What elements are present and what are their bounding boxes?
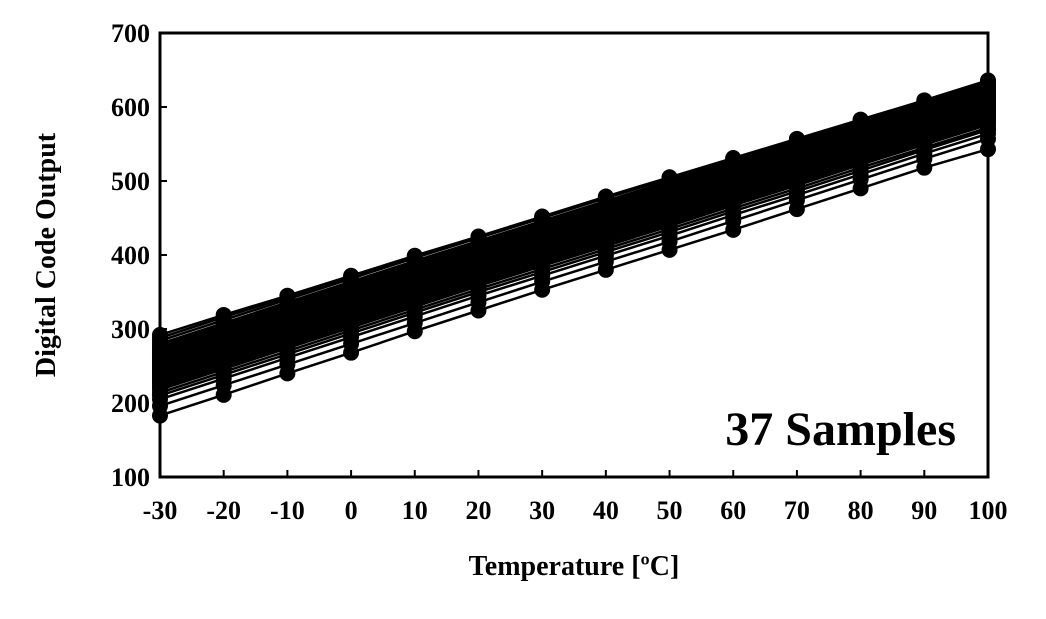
data-point (343, 267, 360, 284)
series-line (159, 113, 989, 381)
series-line (159, 119, 989, 387)
series-line (159, 102, 989, 369)
series-line (159, 79, 989, 337)
series-line (159, 98, 989, 365)
series-line (159, 99, 989, 366)
series-2 (152, 130, 996, 414)
x-tick-label: 30 (529, 496, 555, 525)
x-tick-label: 20 (465, 496, 491, 525)
series-line (159, 84, 989, 348)
series-line (159, 132, 989, 401)
y-tick-label: 200 (111, 389, 150, 418)
series-1 (152, 141, 996, 424)
x-tick-label: 50 (657, 496, 683, 525)
series-line (159, 105, 989, 372)
series-line (159, 137, 989, 408)
series-line (159, 110, 989, 378)
data-point (725, 150, 742, 167)
series-line (159, 92, 989, 359)
data-point (406, 247, 423, 264)
series-line (159, 93, 989, 360)
x-tick-label: 100 (969, 496, 1008, 525)
series-line (159, 116, 989, 385)
data-point (597, 188, 614, 205)
series-line (159, 101, 989, 368)
data-point (470, 228, 487, 245)
series-line (159, 89, 989, 356)
x-tick-label: 10 (402, 496, 428, 525)
series-line (159, 121, 989, 389)
data-point (279, 287, 296, 304)
series-line (159, 88, 989, 354)
y-tick-label: 600 (111, 93, 150, 122)
y-tick-label: 100 (111, 463, 150, 492)
y-axis-title: Digital Code Output (31, 132, 62, 377)
x-axis-title: Temperature [ºC] (469, 551, 680, 582)
data-point (788, 130, 805, 147)
series-line (159, 91, 989, 357)
data-point (916, 92, 933, 109)
series-line (159, 85, 989, 351)
series-line (159, 108, 989, 375)
x-tick-label: -30 (143, 496, 178, 525)
series-line (159, 114, 989, 382)
series-line (159, 128, 989, 397)
series-layer (152, 72, 996, 424)
series-line (159, 106, 989, 374)
data-point (852, 111, 869, 128)
series-line (159, 111, 989, 380)
data-point (661, 169, 678, 186)
y-tick-label: 300 (111, 315, 150, 344)
x-axis-ticks: -30 -20 -10 0 10 20 30 40 50 60 70 80 90 100 (143, 470, 1008, 525)
x-tick-label: 80 (848, 496, 874, 525)
y-axis-ticks: 100 200 300 400 500 600 700 (111, 19, 167, 492)
series-line (159, 95, 989, 362)
series-line (159, 96, 989, 363)
x-tick-label: 40 (593, 496, 619, 525)
series-line (159, 126, 989, 394)
series-37 (152, 72, 996, 343)
series-line (159, 123, 989, 391)
x-tick-label: -10 (270, 496, 305, 525)
x-tick-label: 60 (720, 496, 746, 525)
y-tick-label: 500 (111, 167, 150, 196)
y-tick-label: 400 (111, 241, 150, 270)
x-tick-label: 0 (345, 496, 358, 525)
y-tick-label: 700 (111, 19, 150, 48)
series-line (159, 86, 989, 353)
x-tick-label: 90 (911, 496, 937, 525)
data-point (534, 208, 551, 225)
x-tick-label: 70 (784, 496, 810, 525)
x-tick-label: -20 (206, 496, 241, 525)
series-line (159, 85, 989, 350)
series-line (159, 147, 989, 417)
sample-count-annotation: 37 Samples (725, 403, 956, 456)
data-point (215, 306, 232, 323)
